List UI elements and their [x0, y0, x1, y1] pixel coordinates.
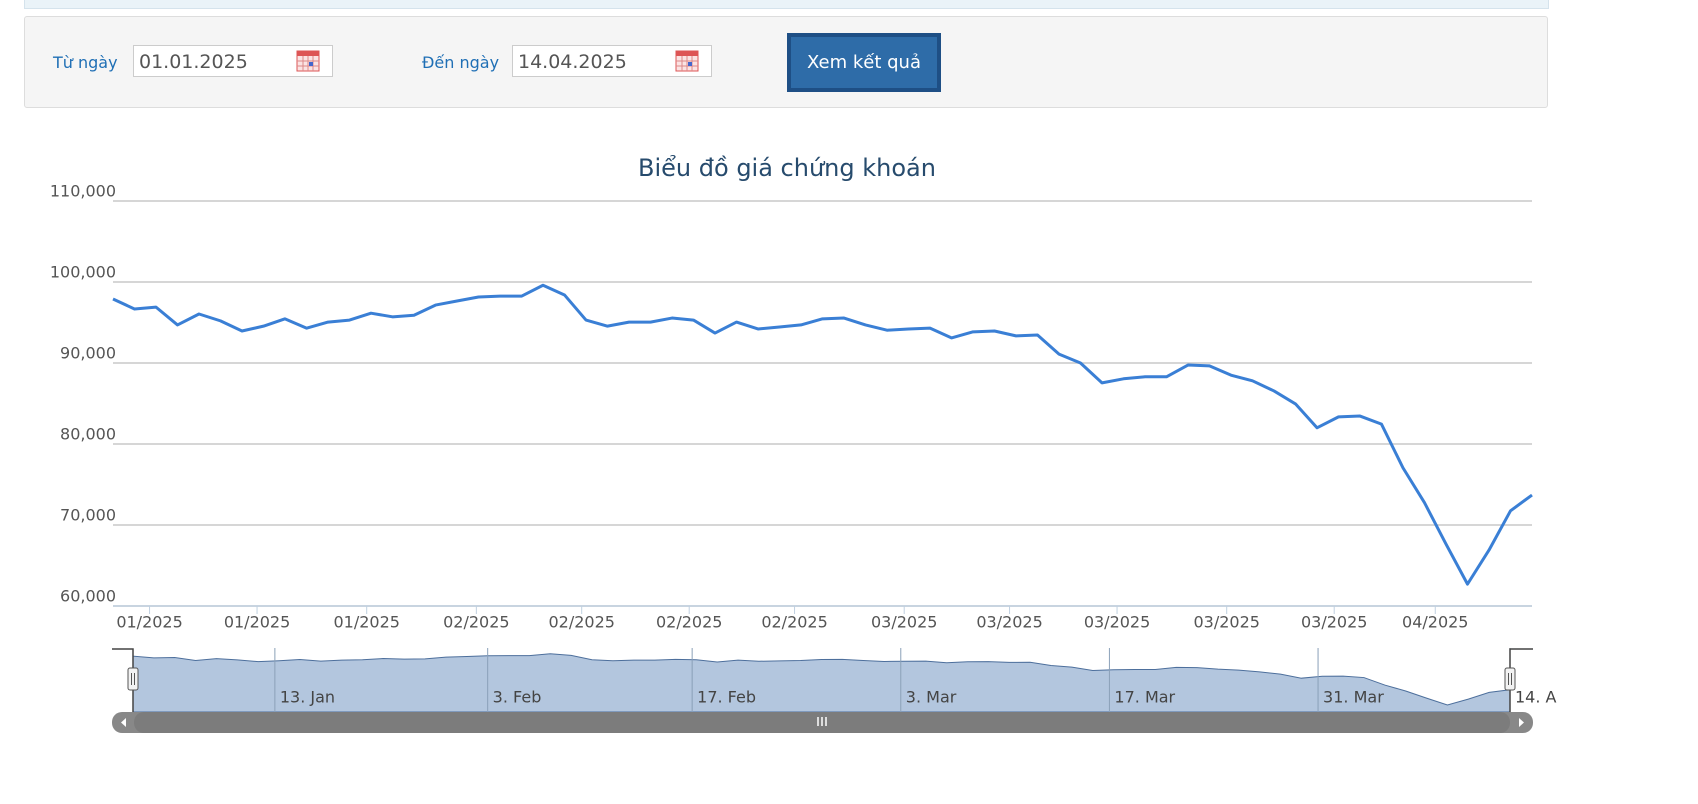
navigator-handle[interactable]	[127, 667, 139, 691]
calendar-icon[interactable]	[675, 50, 699, 72]
price-line	[112, 283, 1533, 586]
navigator-label: 14. A	[1515, 688, 1557, 707]
x-tick-label: 01/2025	[116, 613, 182, 632]
from-value: 01.01.2025	[139, 51, 248, 73]
to-label: Đến ngày	[422, 53, 500, 72]
chart-title: Biểu đồ giá chứng khoán	[638, 154, 936, 182]
calendar-icon[interactable]	[296, 50, 320, 72]
x-tick-label: 02/2025	[443, 613, 509, 632]
navigator-label: 17. Mar	[1114, 688, 1175, 707]
y-tick-label: 110,000	[50, 182, 116, 201]
navigator-label: 13. Jan	[280, 688, 335, 707]
x-tick-label: 03/2025	[1301, 613, 1367, 632]
navigator-area	[132, 653, 1511, 713]
x-tick-label: 01/2025	[333, 613, 399, 632]
navigator-handle[interactable]	[1504, 667, 1516, 691]
navigator-outline	[112, 648, 1533, 712]
x-tick-label: 03/2025	[1084, 613, 1150, 632]
to-value: 14.04.2025	[518, 51, 627, 73]
x-tick-label: 01/2025	[224, 613, 290, 632]
x-tick-label: 03/2025	[1193, 613, 1259, 632]
scroll-left	[121, 718, 126, 727]
y-tick-label: 90,000	[60, 344, 116, 363]
navigator-label: 3. Feb	[493, 688, 542, 707]
x-tick-label: 02/2025	[656, 613, 722, 632]
from-label: Từ ngày	[53, 53, 118, 72]
from-input[interactable]: 01.01.2025	[133, 45, 333, 77]
top-strip	[24, 0, 1549, 9]
y-tick-label: 70,000	[60, 506, 116, 525]
submit-button[interactable]: Xem kết quả	[787, 33, 941, 92]
x-tick-label: 02/2025	[761, 613, 827, 632]
x-tick-label: 03/2025	[871, 613, 937, 632]
navigator-label: 31. Mar	[1323, 688, 1384, 707]
x-tick-label: 03/2025	[976, 613, 1042, 632]
navigator-label: 17. Feb	[697, 688, 756, 707]
y-tick-label: 100,000	[50, 263, 116, 282]
scroll-right	[1519, 718, 1524, 727]
y-tick-label: 80,000	[60, 425, 116, 444]
handle-grip	[1508, 673, 1512, 685]
x-tick-label: 04/2025	[1402, 613, 1468, 632]
handle-grip	[131, 673, 135, 685]
date-form: Từ ngày 01.01.2025 Đến ngày 14.04.2025 X…	[24, 16, 1548, 108]
y-tick-label: 60,000	[60, 587, 116, 606]
scrollbar-grip	[817, 717, 827, 726]
x-tick-label: 02/2025	[548, 613, 614, 632]
to-input[interactable]: 14.04.2025	[512, 45, 712, 77]
navigator-label: 3. Mar	[906, 688, 957, 707]
